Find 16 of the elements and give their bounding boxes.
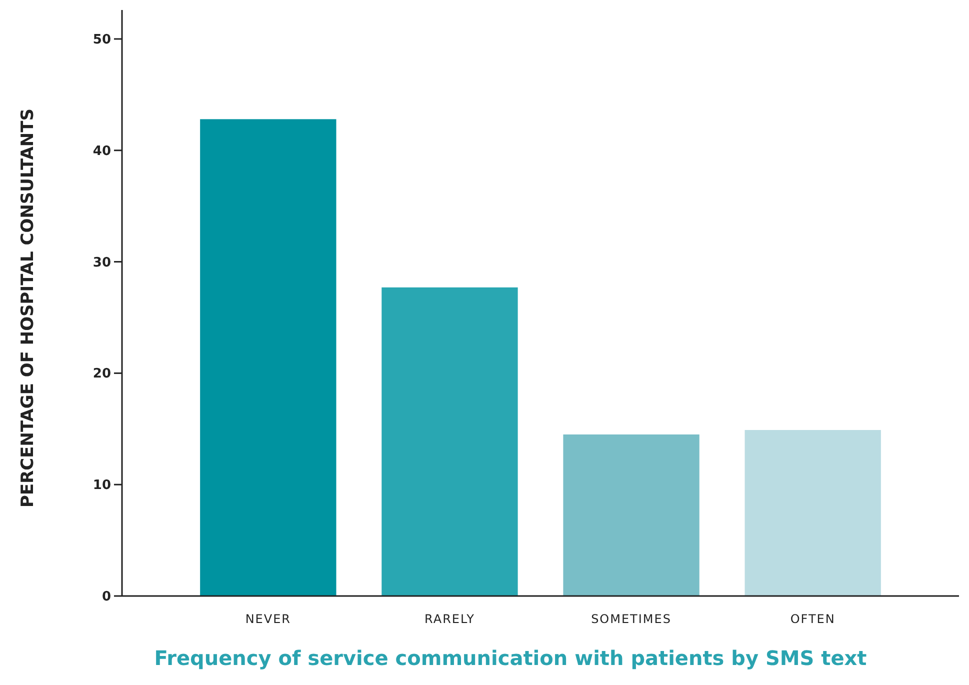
x-tick-label: RARELY	[424, 612, 475, 626]
bar	[200, 119, 336, 596]
x-axis-title: Frequency of service communication with patients by SMS text	[154, 646, 868, 670]
x-tick-label: OFTEN	[790, 612, 836, 626]
bar	[744, 430, 881, 596]
x-tick-label: NEVER	[245, 612, 291, 626]
y-tick-label: 30	[92, 255, 111, 270]
y-axis-title: PERCENTAGE OF HOSPITAL CONSULTANTS	[18, 108, 38, 508]
y-tick-label: 10	[92, 478, 111, 494]
x-tick-label: SOMETIMES	[591, 612, 672, 626]
y-tick-label: 50	[92, 32, 111, 48]
y-tick-label: 0	[102, 590, 111, 605]
bar	[382, 287, 518, 596]
y-tick-label: 20	[92, 366, 111, 382]
y-tick-label: 40	[92, 144, 111, 159]
bar	[563, 434, 700, 596]
